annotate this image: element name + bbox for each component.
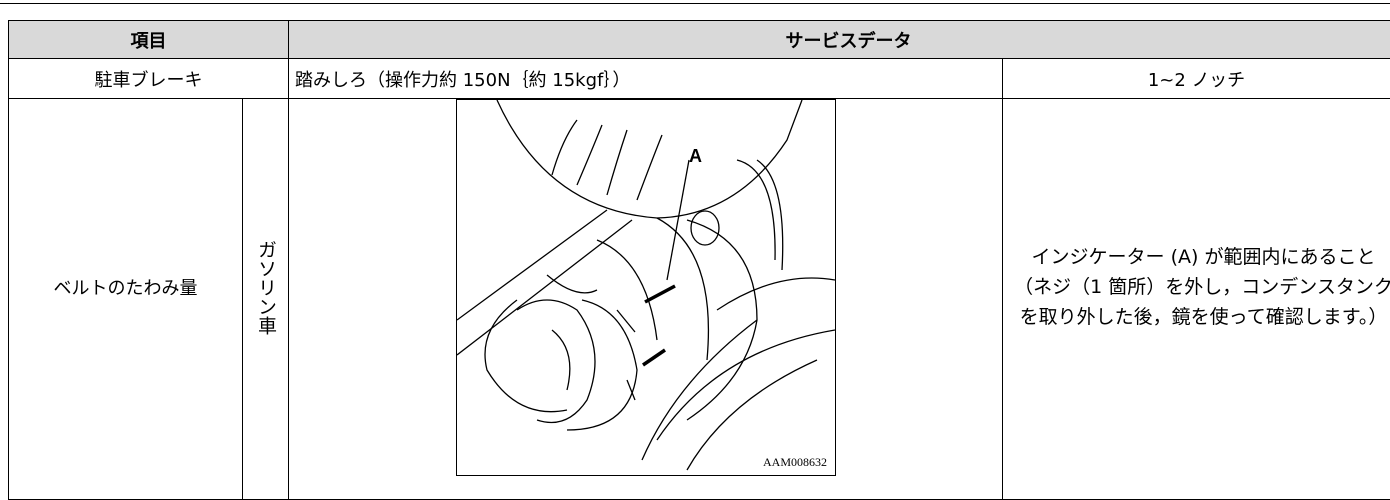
engine-text: ガソリン車: [243, 240, 289, 335]
header-cell: サービスデータ: [289, 21, 1390, 59]
figure-label: A: [689, 146, 702, 166]
illustration: A AAM008632: [457, 100, 835, 475]
service-table: 項目 サービスデータ 駐車ブレーキ 踏みしろ（操作力約 150N｛約 15kgf…: [8, 20, 1390, 500]
figure: A AAM008632: [456, 99, 836, 476]
header-cell: 項目: [9, 21, 289, 59]
note-cell: インジケーター (A) が範囲内にあること（ネジ（1 箇所）を外し，コンデンスタ…: [1003, 99, 1390, 500]
value-cell: 1~2 ノッチ: [1003, 59, 1390, 99]
row: ベルトのたわみ量 ガソリン車: [9, 99, 1390, 500]
item-text: ベルトのたわみ量: [54, 278, 198, 299]
condition-cell: 踏みしろ（操作力約 150N｛約 15kgf｝）: [289, 59, 1003, 99]
drawing: [457, 100, 835, 470]
row: 駐車ブレーキ 踏みしろ（操作力約 150N｛約 15kgf｝） 1~2 ノッチ: [9, 59, 1390, 99]
item-cell: ベルトのたわみ量: [9, 99, 243, 500]
note-text: インジケーター (A) が範囲内にあること（ネジ（1 箇所）を外し，コンデンスタ…: [1003, 242, 1390, 332]
figure-cell: A AAM008632: [289, 99, 1003, 500]
top-rule: [0, 3, 1390, 4]
engine-cell: ガソリン車: [243, 99, 289, 500]
figure-code: AAM008632: [762, 455, 826, 469]
item-cell: 駐車ブレーキ: [9, 59, 289, 99]
header-row: 項目 サービスデータ: [9, 21, 1390, 59]
